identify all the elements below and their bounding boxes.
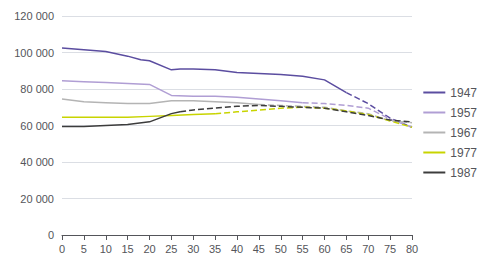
svg-text:70: 70 xyxy=(362,243,374,255)
svg-text:20 000: 20 000 xyxy=(20,193,54,205)
svg-text:40 000: 40 000 xyxy=(20,156,54,168)
svg-text:1977: 1977 xyxy=(450,146,477,160)
svg-text:5: 5 xyxy=(81,243,87,255)
svg-text:1987: 1987 xyxy=(450,166,477,180)
svg-text:60 000: 60 000 xyxy=(20,120,54,132)
svg-text:65: 65 xyxy=(340,243,352,255)
svg-text:15: 15 xyxy=(122,243,134,255)
svg-text:120 000: 120 000 xyxy=(14,10,54,22)
svg-text:75: 75 xyxy=(384,243,396,255)
svg-text:10: 10 xyxy=(100,243,112,255)
svg-text:1967: 1967 xyxy=(450,126,477,140)
svg-text:60: 60 xyxy=(318,243,330,255)
svg-text:80 000: 80 000 xyxy=(20,83,54,95)
svg-text:1957: 1957 xyxy=(450,106,477,120)
svg-text:20: 20 xyxy=(143,243,155,255)
svg-text:40: 40 xyxy=(231,243,243,255)
svg-text:1947: 1947 xyxy=(450,86,477,100)
svg-text:100 000: 100 000 xyxy=(14,47,54,59)
svg-text:55: 55 xyxy=(297,243,309,255)
svg-text:45: 45 xyxy=(253,243,265,255)
svg-text:30: 30 xyxy=(187,243,199,255)
svg-text:50: 50 xyxy=(275,243,287,255)
svg-text:25: 25 xyxy=(165,243,177,255)
svg-text:35: 35 xyxy=(209,243,221,255)
svg-text:0: 0 xyxy=(48,229,54,241)
svg-text:0: 0 xyxy=(59,243,65,255)
svg-text:80: 80 xyxy=(406,243,418,255)
